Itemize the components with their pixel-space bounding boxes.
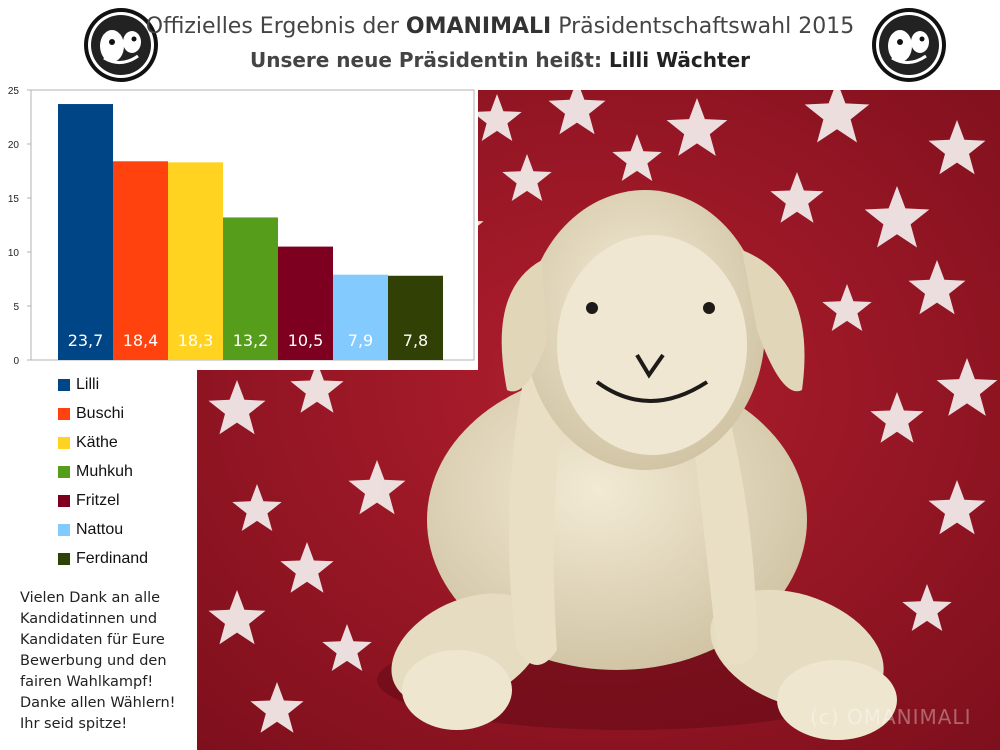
omanimali-logo-right: [872, 8, 946, 82]
star-shape: [770, 172, 824, 223]
star-shape: [322, 624, 372, 671]
bar-value-label: 18,4: [123, 331, 159, 350]
bar-value-label: 7,9: [348, 331, 373, 350]
star-shape: [208, 380, 266, 435]
bar-muhkuh: [223, 217, 278, 360]
legend-item-ferdinand: Ferdinand: [58, 550, 148, 568]
legend-swatch: [58, 408, 70, 420]
thanks-line: fairen Wahlkampf!: [20, 674, 154, 690]
header: Offizielles Ergebnis der OMANIMALI Präsi…: [0, 0, 1000, 90]
legend-label: Ferdinand: [76, 550, 149, 567]
star-shape: [870, 392, 924, 443]
y-tick-label: 25: [8, 86, 20, 97]
star-shape: [936, 358, 998, 416]
thanks-line: Kandidaten für Eure: [20, 632, 165, 648]
legend-label: Käthe: [76, 434, 118, 451]
legend-item-nattou: Nattou: [58, 521, 123, 539]
bar-nattou: [333, 274, 388, 360]
star-shape: [502, 154, 552, 201]
chart-legend: Lilli Buschi Käthe Muhkuh Fritzel Nattou Ferdi…: [0, 370, 197, 750]
legend-swatch: [58, 466, 70, 478]
y-tick-label: 10: [8, 248, 20, 259]
star-shape: [250, 682, 304, 733]
star-shape: [612, 134, 662, 181]
legend-label: Fritzel: [76, 492, 120, 509]
star-shape: [928, 480, 986, 535]
thank-you-message: Vielen Dank an alle Kandidatinnen und Ka…: [20, 588, 195, 735]
star-shape: [348, 460, 406, 515]
legend-label: Buschi: [76, 405, 125, 422]
legend-item-fritzel: Fritzel: [58, 492, 120, 510]
star-shape: [290, 362, 344, 413]
thanks-line: Vielen Dank an alle: [20, 590, 161, 606]
subtitle-prefix: Unsere neue Präsidentin heißt:: [249, 48, 609, 72]
sheep-photo-illustration: [197, 90, 1000, 750]
omanimali-logo-left: [84, 8, 158, 82]
legend-item-käthe: Käthe: [58, 434, 118, 452]
y-tick-label: 15: [8, 194, 20, 205]
star-shape: [280, 542, 334, 593]
thanks-line: Ihr seid spitze!: [20, 716, 128, 732]
bar-value-label: 10,5: [288, 331, 324, 350]
bar-value-label: 7,8: [403, 331, 428, 350]
thanks-line: Danke allen Wählern!: [20, 695, 176, 711]
title-brand: OMANIMALI: [405, 14, 552, 39]
star-shape: [908, 260, 966, 315]
legend-label: Muhkuh: [76, 463, 133, 480]
legend-swatch: [58, 553, 70, 565]
legend-swatch: [58, 437, 70, 449]
star-shape: [208, 590, 266, 645]
copyright-watermark: (c) OMANIMALI: [810, 705, 972, 729]
bar-lilli: [58, 104, 113, 360]
legend-swatch: [58, 379, 70, 391]
thanks-line: Bewerbung und den: [20, 653, 167, 669]
legend-label: Nattou: [76, 521, 124, 538]
bar-value-label: 23,7: [68, 331, 104, 350]
star-shape: [666, 98, 728, 156]
page-title: Offizielles Ergebnis der OMANIMALI Präsi…: [0, 14, 1000, 39]
star-shape: [472, 94, 522, 141]
title-prefix: Offizielles Ergebnis der: [145, 14, 406, 39]
legend-item-buschi: Buschi: [58, 405, 124, 423]
results-chart: 0 5 10 15 20 25 23,7 18,4 18,3 13,2 10,5 7,9 7,8: [0, 82, 478, 370]
star-shape: [232, 484, 282, 531]
star-shape: [902, 584, 952, 631]
star-shape: [804, 90, 870, 143]
star-shape: [864, 186, 930, 248]
y-tick-label: 0: [13, 356, 19, 367]
y-tick-label: 5: [13, 302, 19, 313]
legend-item-muhkuh: Muhkuh: [58, 463, 133, 481]
star-shape: [548, 90, 606, 135]
star-shape: [822, 284, 872, 331]
bar-käthe: [168, 162, 223, 360]
thanks-line: Kandidatinnen und: [20, 611, 158, 627]
bar-value-label: 18,3: [178, 331, 214, 350]
page-subtitle: Unsere neue Präsidentin heißt: Lilli Wäc…: [0, 48, 1000, 72]
legend-swatch: [58, 524, 70, 536]
bar-chart: 0 5 10 15 20 25 23,7 18,4 18,3 13,2 10,5 7,9 7,8: [8, 86, 475, 367]
legend-swatch: [58, 495, 70, 507]
bar-value-label: 13,2: [233, 331, 269, 350]
y-tick-label: 20: [8, 140, 20, 151]
bar-fritzel: [278, 246, 333, 360]
bar-ferdinand: [388, 275, 443, 360]
bar-buschi: [113, 161, 168, 360]
legend-item-lilli: Lilli: [58, 376, 99, 394]
sheep-photo: [197, 90, 1000, 750]
title-suffix: Präsidentschaftswahl 2015: [551, 14, 855, 39]
legend-label: Lilli: [76, 376, 100, 393]
winner-name: Lilli Wächter: [608, 48, 751, 72]
star-shape: [928, 120, 986, 175]
